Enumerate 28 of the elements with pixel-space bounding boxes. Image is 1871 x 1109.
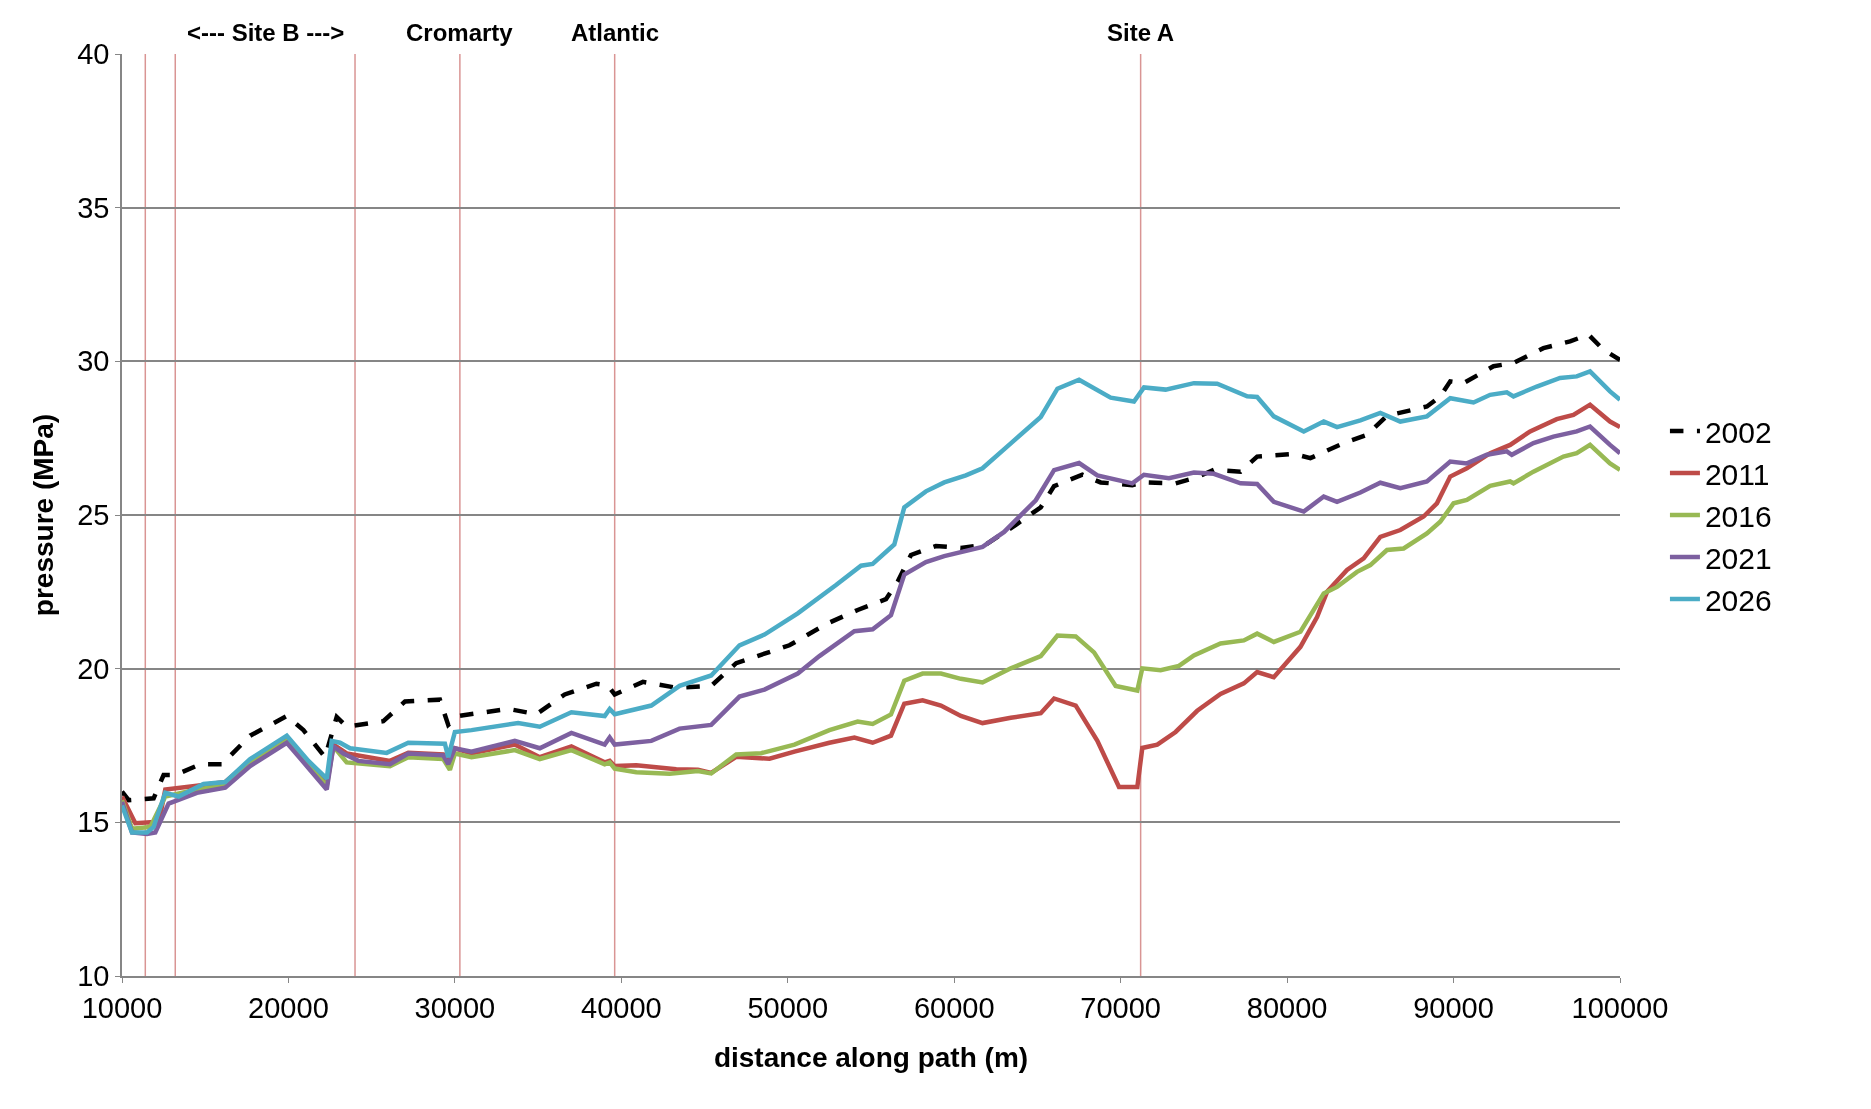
legend-label: 2021 xyxy=(1704,541,1772,575)
y-tick-label: 10 xyxy=(77,960,110,993)
legend-label: 2002 xyxy=(1704,415,1772,449)
y-tick-label: 25 xyxy=(77,499,110,532)
ref-line-label: Site A xyxy=(1107,19,1175,46)
ref-line-label: Cromarty xyxy=(406,19,514,46)
x-tick-label: 70000 xyxy=(1080,991,1161,1024)
text: <--- Site B ---> xyxy=(187,19,345,46)
legend-label: 2011 xyxy=(1704,457,1770,491)
x-tick-label: 20000 xyxy=(248,991,329,1024)
legend-label: 2016 xyxy=(1704,499,1772,533)
y-tick-label: 15 xyxy=(77,806,110,839)
x-tick-label: 30000 xyxy=(414,991,496,1024)
y-tick-label: 30 xyxy=(77,345,110,378)
x-tick-label: 50000 xyxy=(747,991,829,1024)
x-axis-title: distance along path (m) xyxy=(713,1042,1029,1074)
y-tick-label: 20 xyxy=(77,652,110,685)
x-tick-label: 80000 xyxy=(1246,991,1328,1024)
ref-line-label: Atlantic xyxy=(571,19,660,46)
x-tick-label: 100000 xyxy=(1571,991,1669,1024)
legend-label: 2026 xyxy=(1704,583,1772,617)
y-axis-title: pressure (MPa) xyxy=(28,413,60,617)
x-tick-label: 40000 xyxy=(581,991,662,1024)
y-tick-label: 40 xyxy=(77,38,110,71)
y-tick-label: 35 xyxy=(77,191,110,224)
x-tick-label: 90000 xyxy=(1413,991,1494,1024)
x-tick-label: 60000 xyxy=(913,991,995,1024)
x-tick-label: 10000 xyxy=(81,991,163,1024)
